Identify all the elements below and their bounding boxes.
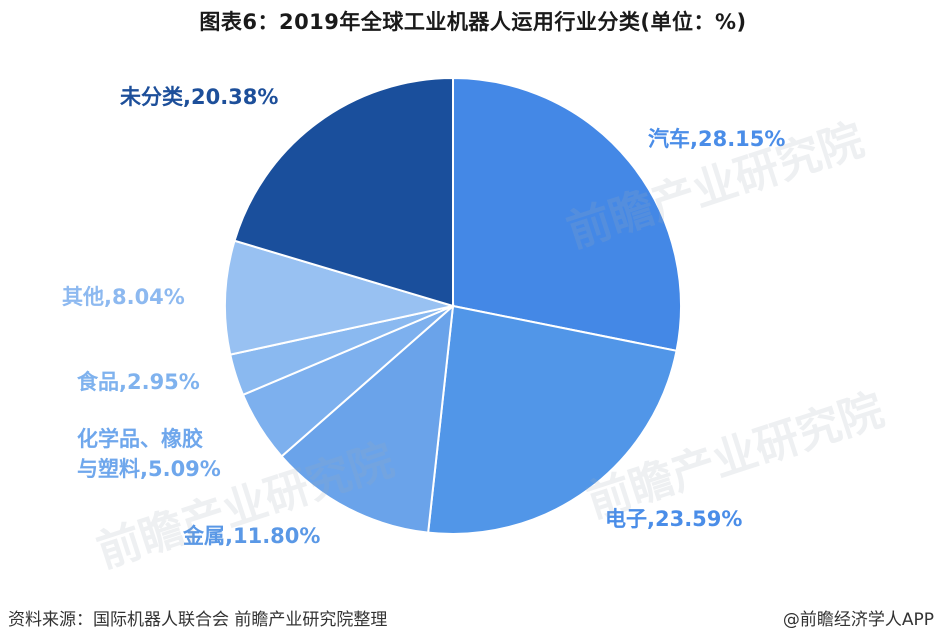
slice-label: 汽车,28.15% [648,127,786,151]
pie-slice [427,304,678,536]
pie-slice [452,76,682,353]
credit-note: @前瞻经济学人APP [782,610,934,630]
slice-label: 金属,11.80% [183,524,321,548]
slice-label: 电子,23.59% [605,507,743,531]
slice-label: 化学品、橡胶 与塑料,5.09% [77,427,221,481]
pie-slice [233,76,454,308]
pie-slice [280,303,455,534]
pie-slice [224,239,454,356]
slice-label: 其他,8.04% [62,285,185,309]
chart-title: 图表6：2019年全球工业机器人运用行业分类(单位：%) [199,10,747,34]
slice-label: 食品,2.95% [77,370,200,394]
source-note: 资料来源：国际机器人联合会 前瞻产业研究院整理 [8,610,388,630]
slice-label: 未分类,20.38% [120,85,279,109]
